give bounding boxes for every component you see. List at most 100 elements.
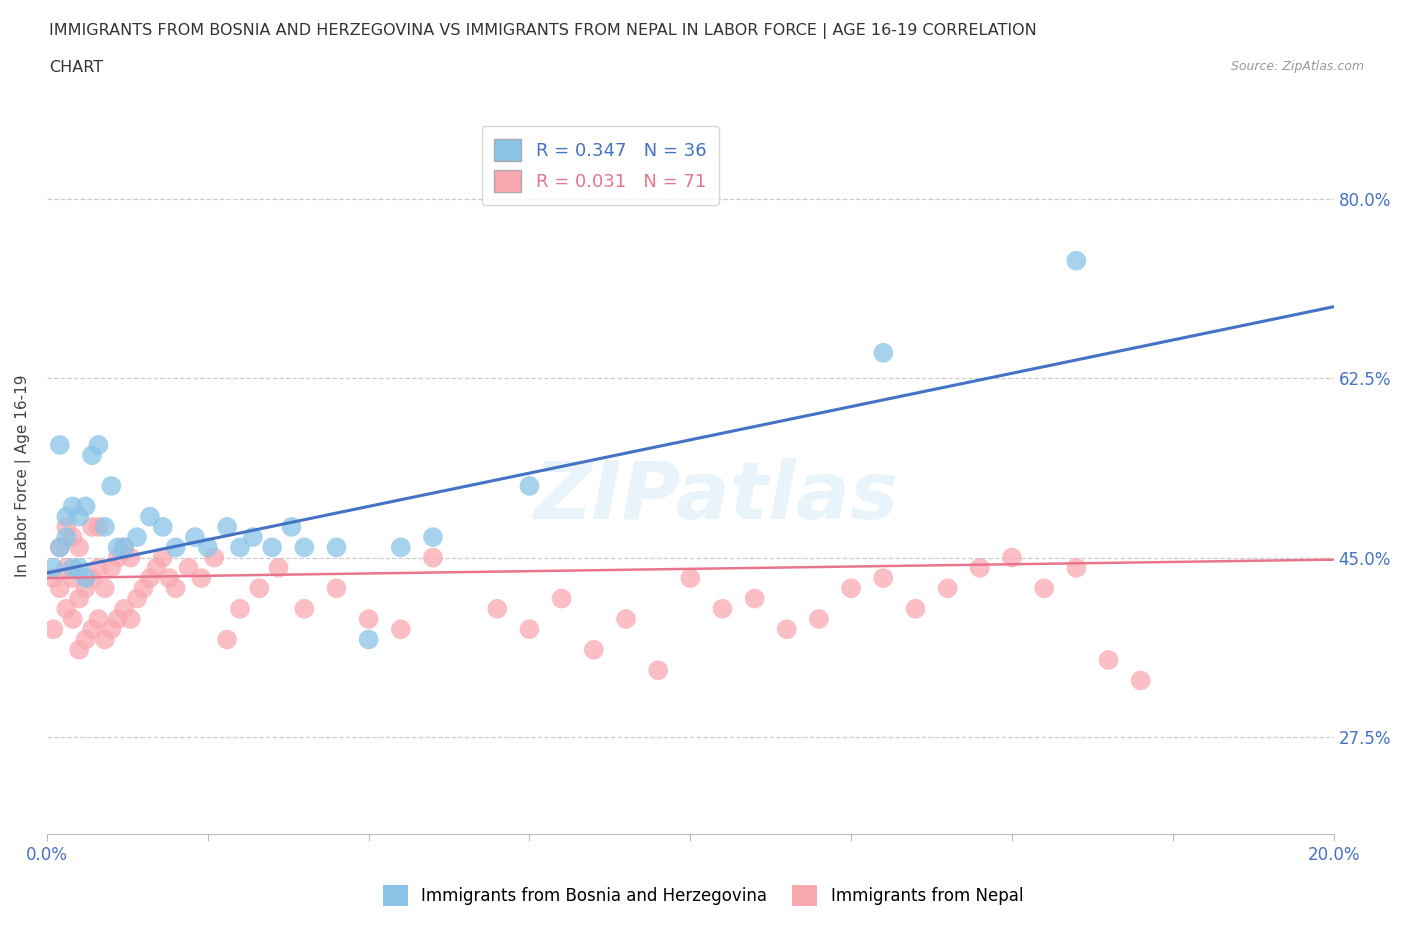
Point	[647, 663, 669, 678]
Point	[62, 530, 84, 545]
Point	[1033, 581, 1056, 596]
Point	[1066, 561, 1088, 576]
Point	[157, 571, 180, 586]
Point	[80, 571, 103, 586]
Point	[229, 602, 252, 617]
Text: Source: ZipAtlas.com: Source: ZipAtlas.com	[1230, 60, 1364, 73]
Point	[107, 551, 129, 565]
Point	[120, 612, 142, 627]
Point	[872, 345, 894, 360]
Point	[550, 591, 572, 606]
Point	[75, 581, 97, 596]
Point	[486, 602, 509, 617]
Point	[94, 581, 117, 596]
Point	[87, 520, 110, 535]
Point	[94, 520, 117, 535]
Point	[357, 632, 380, 647]
Point	[292, 540, 315, 555]
Point	[217, 632, 239, 647]
Point	[87, 561, 110, 576]
Point	[969, 561, 991, 576]
Point	[55, 530, 77, 545]
Point	[107, 540, 129, 555]
Point	[247, 581, 270, 596]
Point	[280, 520, 302, 535]
Point	[100, 561, 122, 576]
Point	[55, 520, 77, 535]
Point	[582, 643, 605, 658]
Point	[87, 612, 110, 627]
Point	[184, 530, 207, 545]
Point	[872, 571, 894, 586]
Point	[389, 540, 412, 555]
Point	[389, 622, 412, 637]
Point	[75, 571, 97, 586]
Point	[112, 602, 135, 617]
Point	[94, 632, 117, 647]
Point	[165, 540, 187, 555]
Point	[325, 581, 347, 596]
Point	[112, 540, 135, 555]
Point	[744, 591, 766, 606]
Point	[519, 622, 541, 637]
Point	[42, 622, 65, 637]
Point	[107, 612, 129, 627]
Point	[145, 561, 167, 576]
Point	[67, 561, 90, 576]
Point	[80, 447, 103, 462]
Point	[67, 643, 90, 658]
Text: ZIPatlas: ZIPatlas	[533, 458, 898, 537]
Point	[1129, 673, 1152, 688]
Point	[67, 540, 90, 555]
Point	[112, 540, 135, 555]
Text: IMMIGRANTS FROM BOSNIA AND HERZEGOVINA VS IMMIGRANTS FROM NEPAL IN LABOR FORCE |: IMMIGRANTS FROM BOSNIA AND HERZEGOVINA V…	[49, 23, 1038, 39]
Point	[80, 520, 103, 535]
Point	[100, 478, 122, 493]
Point	[1097, 653, 1119, 668]
Point	[49, 581, 72, 596]
Point	[49, 437, 72, 452]
Point	[152, 551, 174, 565]
Point	[139, 571, 162, 586]
Point	[75, 632, 97, 647]
Point	[62, 612, 84, 627]
Text: CHART: CHART	[49, 60, 103, 75]
Point	[62, 571, 84, 586]
Point	[139, 510, 162, 525]
Point	[125, 530, 148, 545]
Point	[80, 622, 103, 637]
Point	[519, 478, 541, 493]
Point	[67, 591, 90, 606]
Point	[42, 561, 65, 576]
Point	[62, 561, 84, 576]
Point	[75, 499, 97, 514]
Point	[711, 602, 734, 617]
Point	[152, 520, 174, 535]
Point	[165, 581, 187, 596]
Point	[267, 561, 290, 576]
Point	[262, 540, 284, 555]
Y-axis label: In Labor Force | Age 16-19: In Labor Force | Age 16-19	[15, 375, 31, 577]
Point	[807, 612, 830, 627]
Point	[325, 540, 347, 555]
Point	[679, 571, 702, 586]
Legend: R = 0.347   N = 36, R = 0.031   N = 71: R = 0.347 N = 36, R = 0.031 N = 71	[481, 126, 718, 205]
Point	[87, 437, 110, 452]
Point	[55, 561, 77, 576]
Point	[202, 551, 225, 565]
Point	[62, 499, 84, 514]
Point	[190, 571, 212, 586]
Point	[292, 602, 315, 617]
Point	[229, 540, 252, 555]
Point	[42, 571, 65, 586]
Point	[422, 551, 444, 565]
Point	[67, 510, 90, 525]
Point	[55, 602, 77, 617]
Point	[132, 581, 155, 596]
Point	[839, 581, 862, 596]
Legend: Immigrants from Bosnia and Herzegovina, Immigrants from Nepal: Immigrants from Bosnia and Herzegovina, …	[377, 879, 1029, 912]
Point	[614, 612, 637, 627]
Point	[776, 622, 799, 637]
Point	[1066, 253, 1088, 268]
Point	[217, 520, 239, 535]
